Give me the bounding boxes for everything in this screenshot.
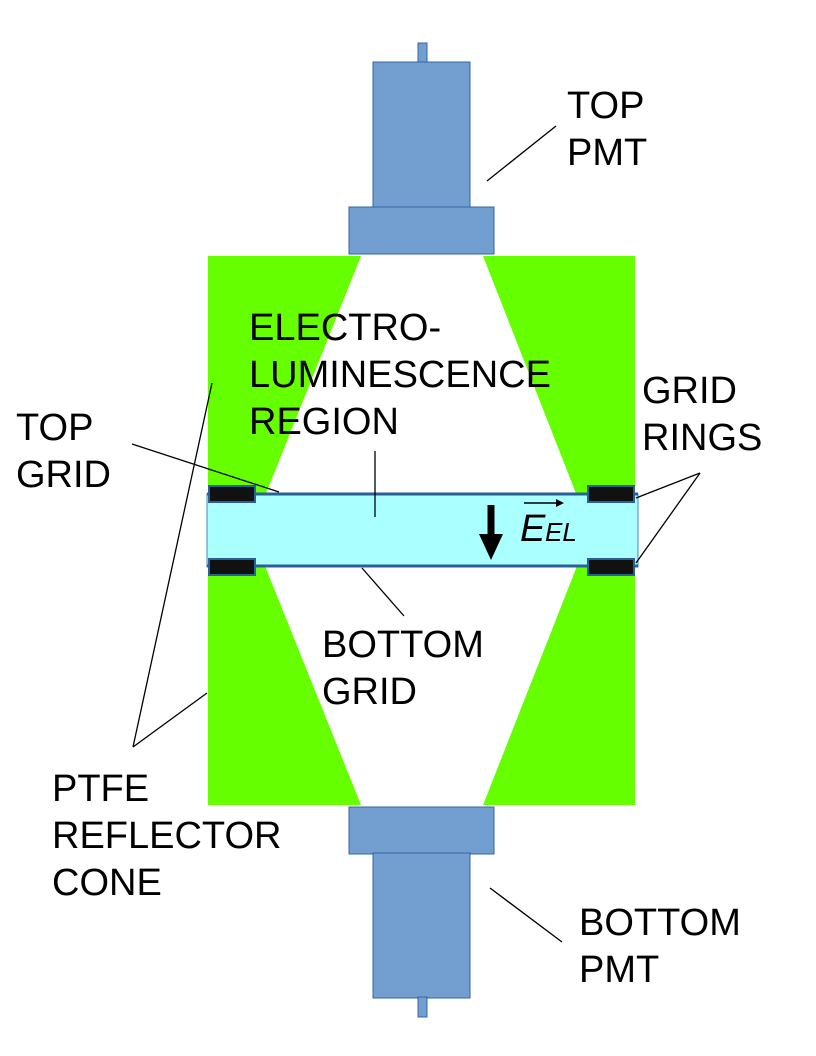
label-bottom-grid-line1: BOTTOM xyxy=(322,624,484,666)
field-symbol: E xyxy=(520,508,546,550)
label-top-pmt-line2: PMT xyxy=(567,132,647,174)
vector-overarrow-icon xyxy=(556,499,564,507)
bottom-pmt-body xyxy=(372,852,471,999)
label-top-grid-line2: GRID xyxy=(16,454,111,496)
lower-cone-cavity xyxy=(265,566,577,805)
top-pmt-body xyxy=(372,61,471,209)
label-grid-rings-line1: GRID xyxy=(642,370,737,412)
leader-grid-rings-top xyxy=(635,472,701,499)
leader-bottom-grid xyxy=(361,567,405,617)
upper-cone-cavity xyxy=(265,256,577,496)
el-region-group xyxy=(206,492,639,568)
grid-ring-bottom-left xyxy=(208,558,256,576)
grid-ring-top-right xyxy=(587,485,635,503)
leader-top-grid xyxy=(131,443,280,493)
el-region xyxy=(206,493,639,568)
label-ptfe-line1: PTFE xyxy=(52,768,149,810)
leader-lines xyxy=(131,125,701,943)
leader-ptfe-upper xyxy=(132,382,213,748)
grid-rings xyxy=(208,485,635,576)
label-el-region-line1: ELECTRO- xyxy=(249,307,441,349)
top-pmt xyxy=(348,42,495,255)
label-top-pmt-line1: TOP xyxy=(567,85,644,127)
label-top-grid-line1: TOP xyxy=(16,407,93,449)
label-bottom-grid-line2: GRID xyxy=(322,671,417,713)
label-ptfe-line2: REFLECTOR xyxy=(52,815,281,857)
leader-bottom-pmt xyxy=(489,887,563,943)
label-grid-rings-line2: RINGS xyxy=(642,417,762,459)
top-pmt-window xyxy=(348,206,495,255)
label-bottom-pmt-line1: BOTTOM xyxy=(579,902,741,944)
label-el-region-line2: LUMINESCENCE xyxy=(249,354,551,396)
grid-ring-bottom-right xyxy=(587,558,635,576)
bottom-pmt xyxy=(348,806,495,1018)
label-el-region-line3: REGION xyxy=(249,401,399,443)
leader-top-pmt xyxy=(486,125,557,182)
top-pmt-pin xyxy=(417,42,428,64)
field-arrow-down-icon xyxy=(479,534,503,560)
field-arrow-group: E EL xyxy=(479,499,577,560)
leader-grid-rings-bottom xyxy=(635,472,701,564)
ptfe-reflector-cone xyxy=(208,256,635,805)
field-subscript: EL xyxy=(545,517,577,547)
label-bottom-pmt-line2: PMT xyxy=(579,949,659,991)
labels: TOP PMT ELECTRO- LUMINESCENCE REGION GRI… xyxy=(16,85,762,991)
leader-ptfe-lower xyxy=(132,692,208,748)
label-ptfe-line3: CONE xyxy=(52,862,162,904)
grid-ring-top-left xyxy=(208,485,256,503)
bottom-pmt-window xyxy=(348,806,495,855)
bottom-pmt-pin xyxy=(417,996,428,1018)
